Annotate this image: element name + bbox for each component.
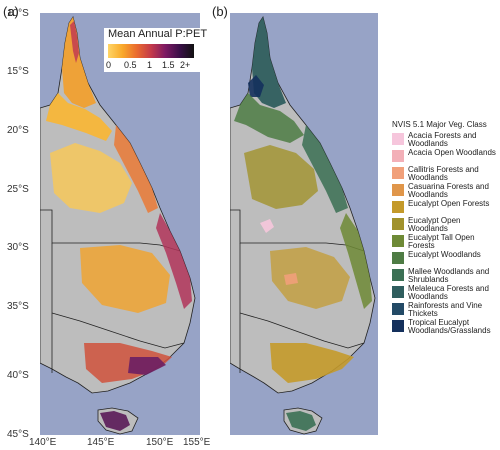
ppet-tick: 0 xyxy=(106,60,112,70)
veg-swatch xyxy=(392,269,404,281)
ppet-coast-qld xyxy=(114,125,158,213)
veg-label: Eucalypt Woodlands xyxy=(408,250,481,259)
veg-legend-item: Casuarina Forests and Woodlands xyxy=(392,183,500,200)
veg-callitris-patch xyxy=(284,273,298,285)
veg-legend-item: Tropical Eucalypt Woodlands/Grasslands xyxy=(392,319,500,336)
lat-label: 35°S xyxy=(7,301,29,312)
veg-swatch xyxy=(392,235,404,247)
lat-label: 10°S xyxy=(7,8,29,19)
ppet-tasmania xyxy=(100,411,130,431)
veg-legend-item: Melaleuca Forests and Woodlands xyxy=(392,285,500,302)
veg-label: Acacia Open Woodlands xyxy=(408,148,496,157)
ppet-victoria-wet xyxy=(128,357,166,375)
veg-swatch xyxy=(392,252,404,264)
lon-label: 140°E xyxy=(29,437,57,448)
veg-legend-item: Eucalypt Open Woodlands xyxy=(392,217,500,234)
lon-label: 150°E xyxy=(146,437,174,448)
ppet-nsw-coast xyxy=(156,213,192,309)
veg-eucalypt-woodland-north xyxy=(234,93,304,143)
lon-label: 145°E xyxy=(87,437,115,448)
lon-label: 155°E xyxy=(183,437,211,448)
veg-legend-item: Eucalypt Tall Open Forests xyxy=(392,234,500,251)
lat-label: 20°S xyxy=(7,125,29,136)
ppet-tick: 1 xyxy=(147,60,153,70)
veg-legend-item: Acacia Open Woodlands xyxy=(392,149,500,166)
veg-legend-items: Acacia Forests and Woodlands Acacia Open… xyxy=(392,132,500,336)
map-panel-b xyxy=(230,13,378,435)
veg-swatch xyxy=(392,167,404,179)
lat-label: 25°S xyxy=(7,184,29,195)
veg-label: Mallee Woodlands and Shrublands xyxy=(408,267,490,284)
veg-legend-item: Mallee Woodlands and Shrublands xyxy=(392,268,500,285)
veg-legend: NVIS 5.1 Major Veg. Class Acacia Forests… xyxy=(392,120,500,336)
ppet-victoria xyxy=(84,343,172,383)
ppet-cape-york xyxy=(62,17,96,108)
ppet-tick: 0.5 xyxy=(124,60,137,70)
veg-legend-item: Eucalypt Open Forests xyxy=(392,200,500,217)
lat-label: 45°S xyxy=(7,429,29,440)
veg-label: Eucalypt Tall Open Forests xyxy=(408,233,475,250)
veg-label: Melaleuca Forests and Woodlands xyxy=(408,284,489,301)
veg-open-woodland-central xyxy=(244,145,318,209)
ppet-nsw-inland xyxy=(80,245,170,313)
map-panel-a xyxy=(40,13,200,435)
panel-a-label: (a) xyxy=(3,4,19,19)
veg-tropical-dark xyxy=(248,75,264,97)
veg-victoria xyxy=(270,343,354,383)
veg-label: Acacia Forests and Woodlands xyxy=(408,131,477,148)
veg-legend-item: Acacia Forests and Woodlands xyxy=(392,132,500,149)
state-border xyxy=(51,312,185,349)
veg-label: Eucalypt Open Woodlands xyxy=(408,216,461,233)
veg-label: Casuarina Forests and Woodlands xyxy=(408,182,489,199)
veg-label: Tropical Eucalypt Woodlands/Grasslands xyxy=(408,318,491,335)
veg-swatch xyxy=(392,184,404,196)
veg-acacia-patch xyxy=(260,219,274,233)
veg-label: Callitris Forests and Woodlands xyxy=(408,165,479,182)
state-border xyxy=(239,312,365,349)
veg-swatch xyxy=(392,218,404,230)
veg-nsw-inland xyxy=(270,247,350,309)
lat-label: 15°S xyxy=(7,66,29,77)
ppet-legend-title: Mean Annual P:PET xyxy=(108,28,208,40)
panel-b-label: (b) xyxy=(212,4,228,19)
veg-legend-title: NVIS 5.1 Major Veg. Class xyxy=(392,120,487,129)
veg-label: Eucalypt Open Forests xyxy=(408,199,490,208)
lat-label: 30°S xyxy=(7,242,29,253)
veg-legend-item: Callitris Forests and Woodlands xyxy=(392,166,500,183)
ppet-tick: 2+ xyxy=(180,60,191,70)
veg-swatch xyxy=(392,320,404,332)
ppet-north-qld xyxy=(46,93,112,141)
ppet-inland-qld xyxy=(50,143,132,213)
veg-swatch xyxy=(392,150,404,162)
ppet-tick: 1.5 xyxy=(162,60,175,70)
ppet-colorbar xyxy=(108,44,194,58)
veg-swatch xyxy=(392,303,404,315)
veg-legend-item: Rainforests and Vine Thickets xyxy=(392,302,500,319)
veg-swatch xyxy=(392,286,404,298)
veg-swatch xyxy=(392,201,404,213)
veg-label: Rainforests and Vine Thickets xyxy=(408,301,483,318)
veg-swatch xyxy=(392,133,404,145)
veg-coast-forest xyxy=(302,125,348,213)
ppet-cape-york-wet xyxy=(70,21,79,63)
veg-legend-item: Eucalypt Woodlands xyxy=(392,251,500,268)
veg-nsw-coast xyxy=(340,213,372,309)
lat-label: 40°S xyxy=(7,370,29,381)
veg-tasmania xyxy=(286,411,316,431)
ppet-legend: Mean Annual P:PET 0 0.5 1 1.5 2+ xyxy=(104,28,207,72)
